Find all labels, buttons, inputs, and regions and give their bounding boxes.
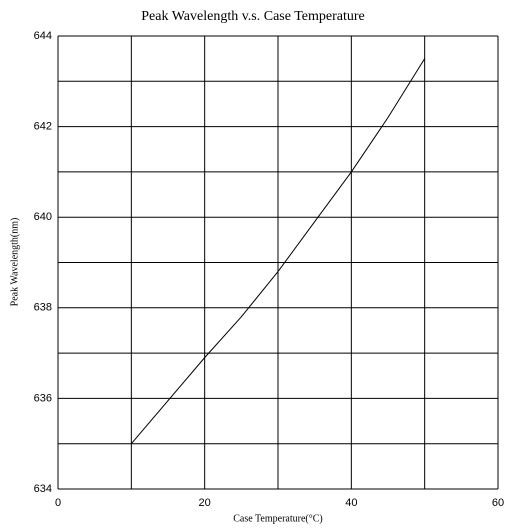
x-tick-label: 20 <box>199 497 211 509</box>
y-tick-label: 636 <box>34 392 52 404</box>
x-tick-label: 0 <box>55 497 61 509</box>
y-axis-label: Peak Wavelength(nm) <box>9 218 20 307</box>
y-tick-label: 640 <box>34 211 52 223</box>
y-tick-label: 638 <box>34 302 52 314</box>
x-tick-label: 60 <box>492 497 504 509</box>
y-tick-label: 642 <box>34 121 52 133</box>
y-tick-label: 644 <box>34 30 52 42</box>
data-line <box>130 58 426 445</box>
x-tick-label: 40 <box>345 497 357 509</box>
y-tick-label: 634 <box>34 483 52 495</box>
chart-title: Peak Wavelength v.s. Case Temperature <box>141 9 365 24</box>
x-axis-label: Case Temperature(°C) <box>233 513 322 524</box>
